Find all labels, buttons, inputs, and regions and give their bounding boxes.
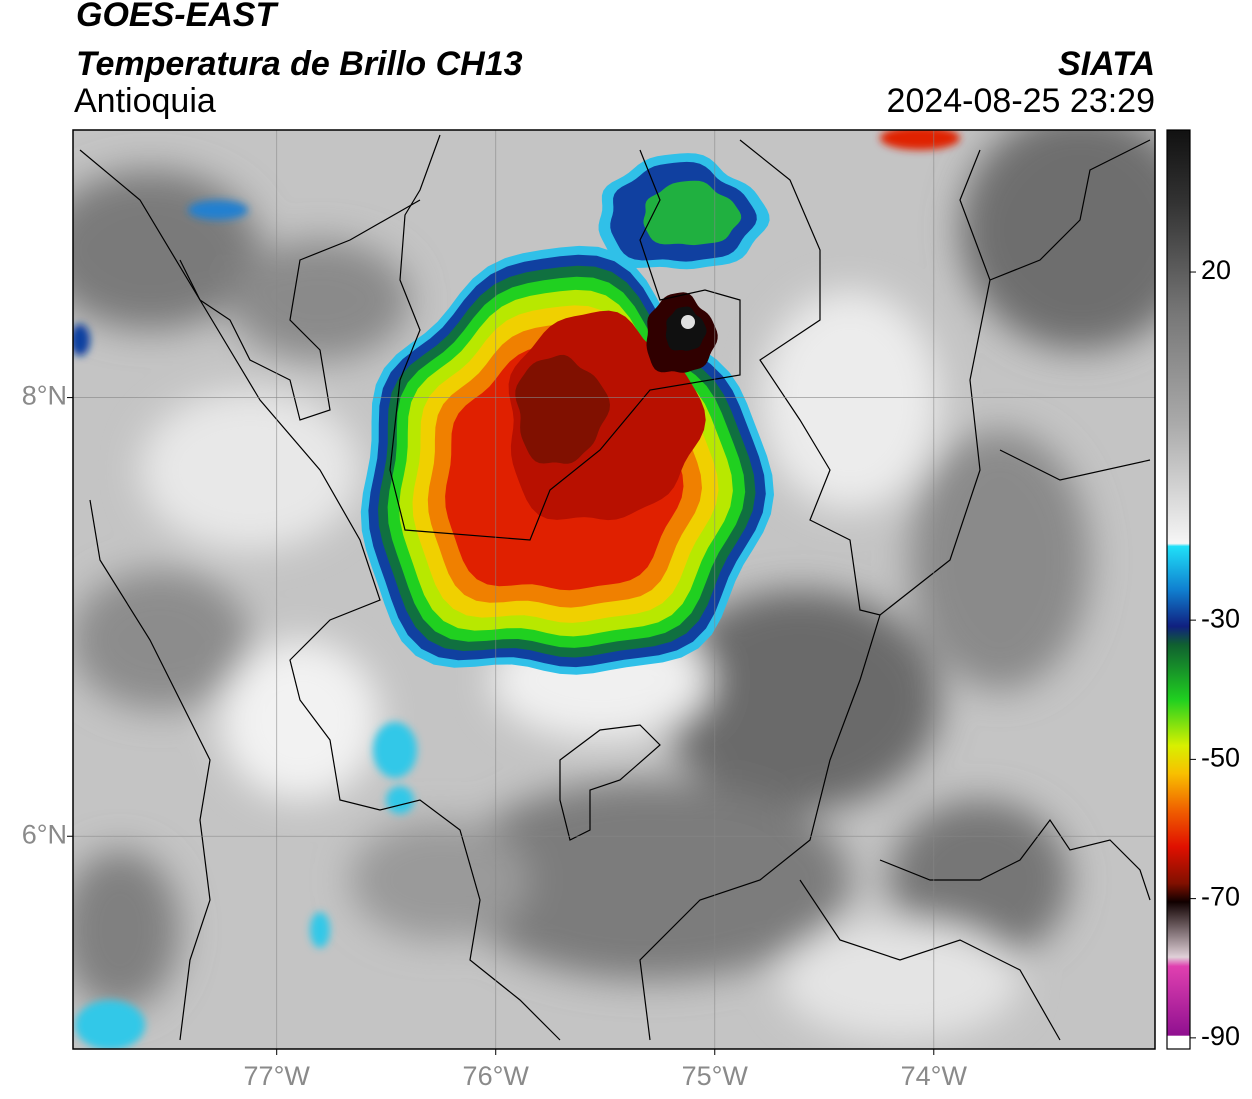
y-tick-label: 6°N [22, 819, 67, 849]
satellite-title: GOES-EAST [76, 0, 279, 34]
cloud-layer [643, 180, 742, 246]
region-label: Antioquia [74, 82, 216, 120]
x-tick-label: 74°W [901, 1061, 968, 1091]
agency-label: SIATA [1058, 45, 1155, 83]
cloud-top [681, 315, 695, 329]
y-tick-label: 8°N [22, 381, 67, 411]
colorbar-tick-label: -90 [1201, 1021, 1240, 1051]
colorbar-tick-label: -50 [1201, 743, 1240, 773]
x-tick-label: 77°W [244, 1061, 311, 1091]
cloud-layer [515, 354, 610, 464]
satellite-image [73, 130, 1155, 1049]
colorbar [1166, 129, 1191, 1050]
x-tick-label: 76°W [463, 1061, 530, 1091]
colorbar-tick-label: -70 [1201, 882, 1240, 912]
colorbar-tick-label: -30 [1201, 603, 1240, 633]
x-tick-label: 75°W [682, 1061, 749, 1091]
product-title: Temperatura de Brillo CH13 [76, 45, 523, 83]
datetime-label: 2024-08-25 23:29 [887, 82, 1155, 120]
colorbar-tick-label: 20 [1201, 255, 1231, 285]
map-frame [72, 129, 1156, 1050]
